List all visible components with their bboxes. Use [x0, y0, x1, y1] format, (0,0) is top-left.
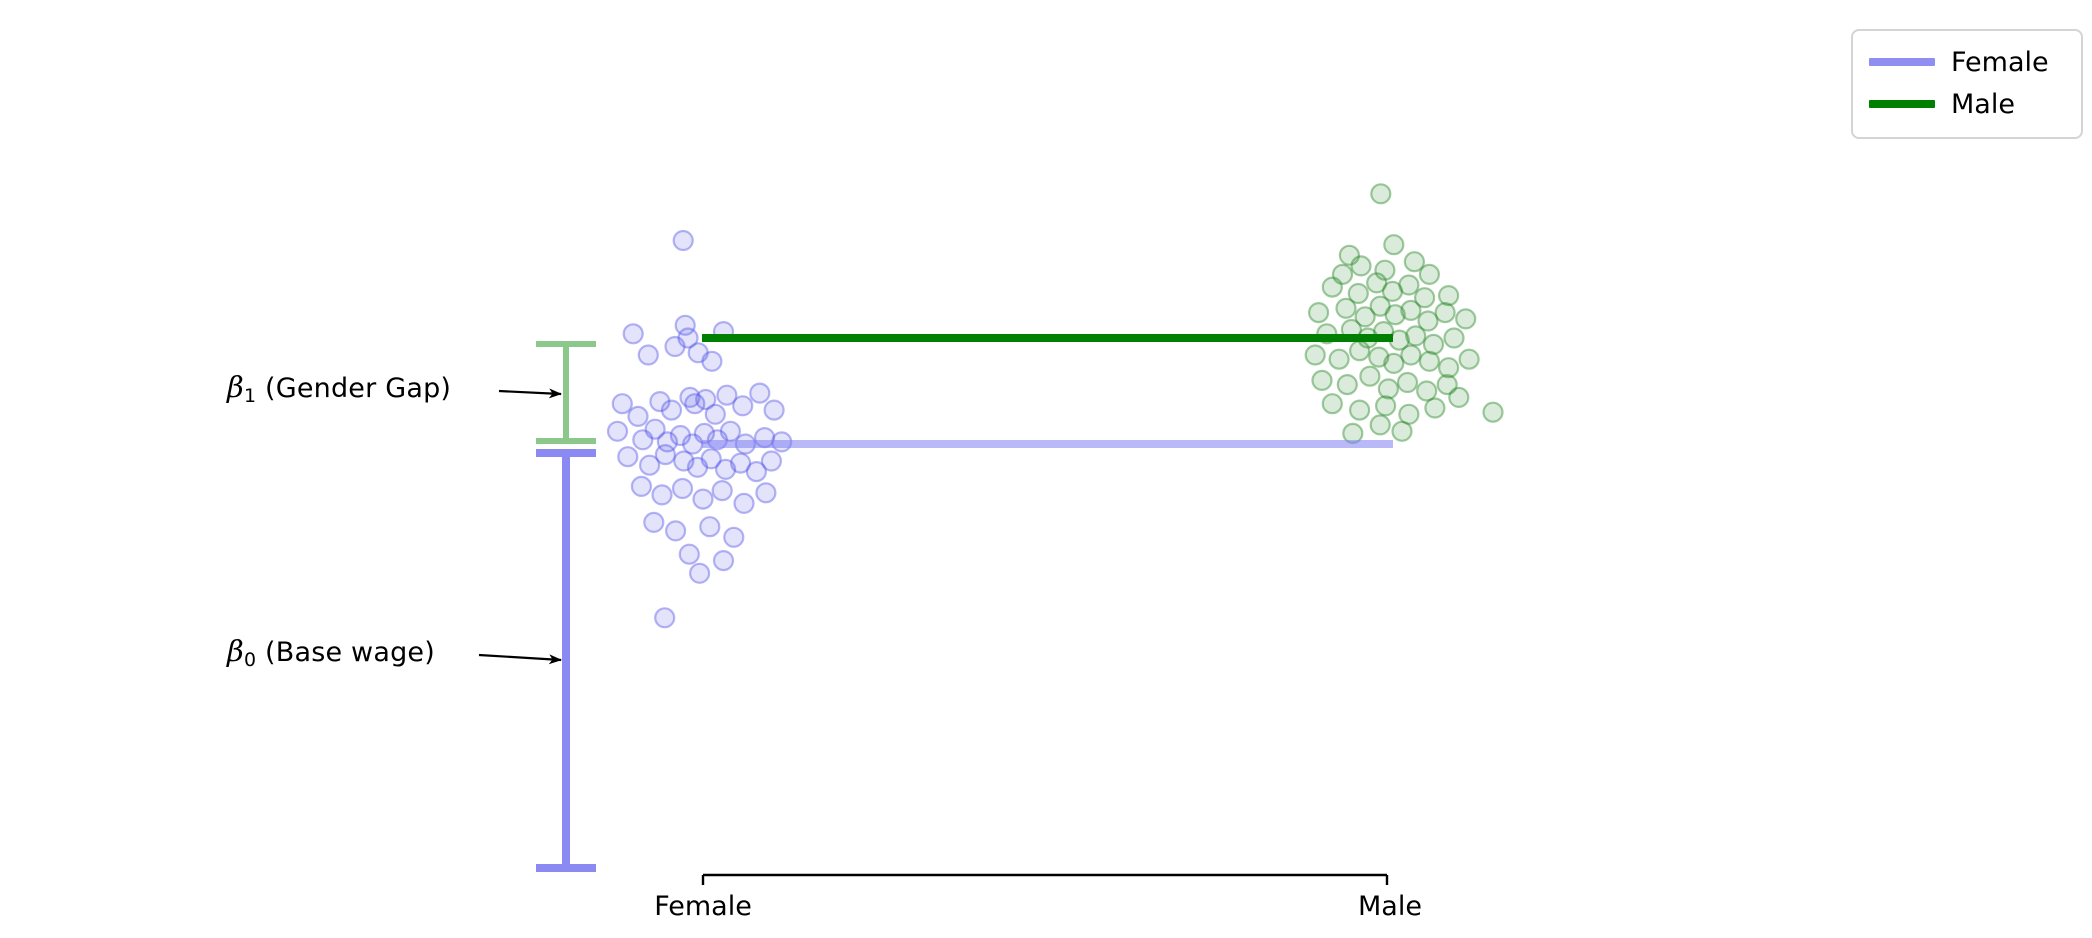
male-line-swatch	[1869, 100, 1935, 108]
legend-label-female: Female	[1951, 46, 2049, 78]
x-tick-label-female: Female	[654, 891, 752, 922]
beta0-subscript: 0	[243, 649, 257, 671]
beta1-symbol: β	[227, 370, 244, 404]
beta1-gender-gap-annotation: β1 (Gender Gap)	[227, 370, 451, 407]
annotation-arrows	[478, 388, 562, 665]
legend-item-male: Male	[1869, 83, 2065, 125]
beta0-label: (Base wage)	[256, 637, 435, 668]
beta1-subscript: 1	[243, 385, 257, 407]
legend-box: Female Male	[1851, 29, 2083, 139]
beta0-symbol: β	[227, 634, 244, 668]
legend-item-female: Female	[1869, 41, 2065, 83]
beta1-label: (Gender Gap)	[256, 373, 452, 404]
x-tick-label-male: Male	[1358, 891, 1422, 922]
mean-lines	[702, 334, 1393, 448]
legend-label-male: Male	[1951, 88, 2015, 120]
beta0-base-wage-annotation: β0 (Base wage)	[227, 634, 435, 671]
x-axis-spine	[701, 873, 1389, 885]
female-line-swatch	[1869, 58, 1935, 66]
coefficient-brackets	[536, 341, 596, 872]
scatter-points	[606, 183, 1504, 629]
